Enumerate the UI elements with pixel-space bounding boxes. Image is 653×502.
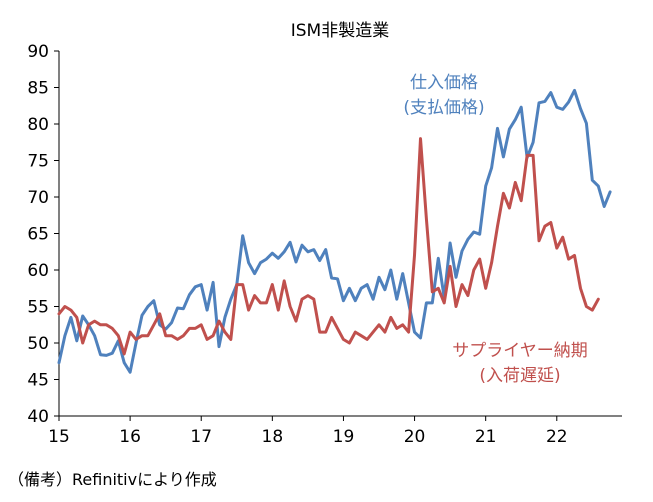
y-tick-label: 75 — [27, 152, 49, 172]
series-label-supplier-deliveries: (入荷遅延) — [479, 366, 560, 386]
x-tick-label: 17 — [190, 427, 212, 447]
x-tick-label: 18 — [262, 427, 284, 447]
y-tick-label: 70 — [27, 188, 49, 208]
y-axis: 40 45 50 55 60 65 70 75 80 85 90 — [27, 42, 60, 427]
x-tick-label: 20 — [404, 427, 426, 447]
y-tick-label: 55 — [27, 298, 49, 318]
series-label-input-prices: 仕入価格 — [410, 73, 478, 93]
series-line-supplier-deliveries — [57, 137, 600, 356]
x-tick-label: 16 — [119, 427, 141, 447]
x-tick-label: 15 — [48, 427, 70, 447]
y-tick-label: 40 — [27, 407, 49, 427]
y-tick-label: 60 — [27, 261, 49, 281]
series-line-input-prices — [57, 88, 612, 374]
source-note: （備考）Refinitivにより作成 — [8, 470, 217, 489]
x-tick-label: 22 — [546, 427, 568, 447]
x-tick-label: 19 — [333, 427, 355, 447]
x-axis: 15 16 17 18 19 20 21 22 — [48, 415, 622, 447]
y-tick-label: 90 — [27, 42, 49, 62]
series-label-input-prices: (支払価格) — [403, 98, 484, 118]
x-tick-label: 21 — [475, 427, 497, 447]
y-tick-label: 45 — [27, 371, 49, 391]
chart-title: ISM非製造業 — [291, 21, 389, 41]
series-label-supplier-deliveries: サプライヤー納期 — [452, 341, 588, 361]
y-tick-label: 50 — [27, 334, 49, 354]
series-layer — [57, 88, 612, 374]
series-labels: 仕入価格 (支払価格) サプライヤー納期 (入荷遅延) — [403, 73, 587, 386]
y-tick-label: 65 — [27, 225, 49, 245]
y-tick-label: 80 — [27, 115, 49, 135]
y-tick-label: 85 — [27, 79, 49, 99]
